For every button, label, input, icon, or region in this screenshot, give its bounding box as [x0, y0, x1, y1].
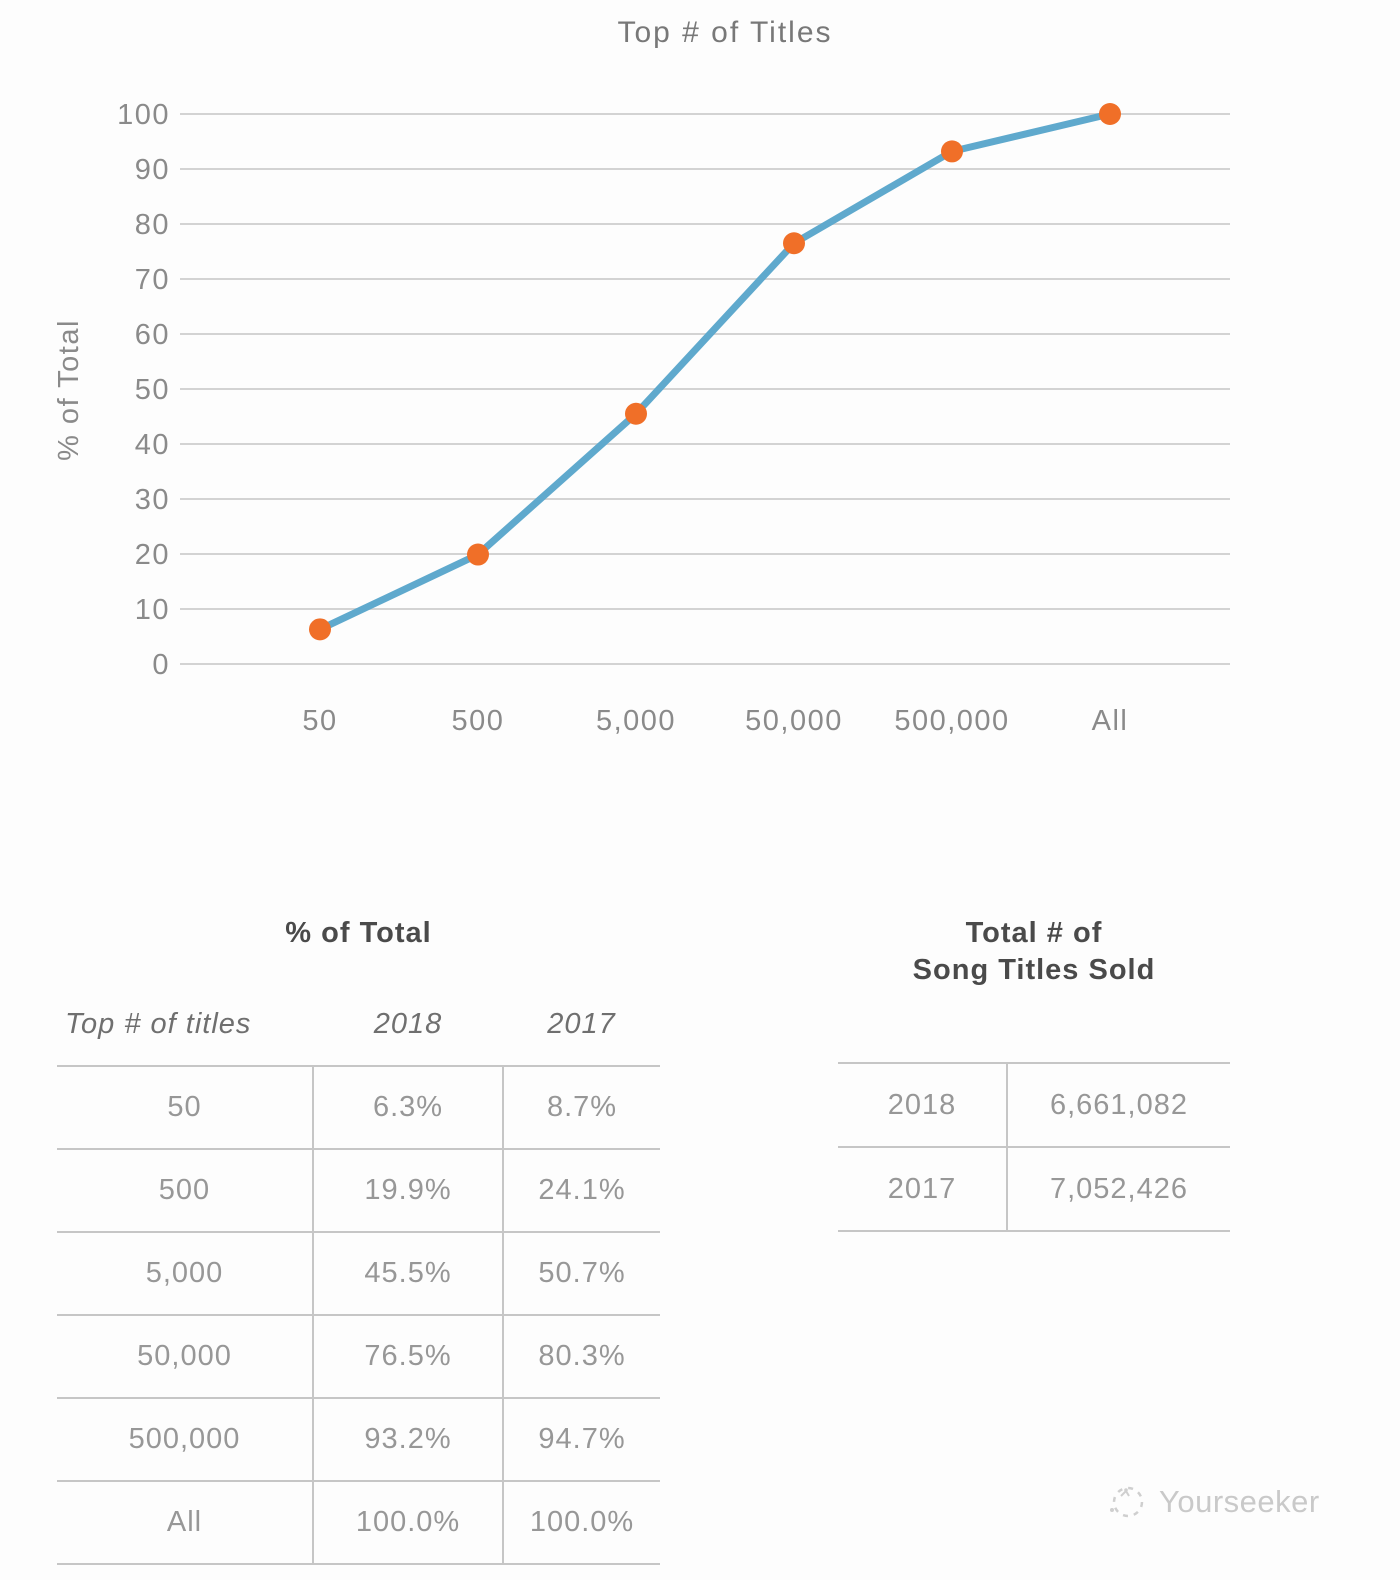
table-row: 50,000 76.5% 80.3%: [57, 1314, 660, 1398]
column-header: 2018: [313, 978, 503, 1067]
yourseeker-logo-icon: [1110, 1486, 1144, 1518]
column-header: Top # of titles: [57, 978, 313, 1067]
table-cell: 500,000: [57, 1397, 314, 1481]
table-cell: 50.7%: [503, 1231, 660, 1315]
y-tick-label: 50: [135, 374, 170, 406]
y-tick-label: 90: [135, 154, 170, 186]
table-cell: 76.5%: [313, 1314, 504, 1398]
percent-table: Top # of titles 2018 2017 50 6.3% 8.7% 500 19.…: [57, 978, 660, 1565]
totals-table-title-line1: Total # of: [965, 917, 1103, 949]
table-cell: All: [57, 1480, 314, 1565]
y-tick-label: 100: [117, 99, 170, 131]
data-point: [309, 618, 331, 641]
data-point: [625, 402, 647, 425]
table-cell: 24.1%: [503, 1148, 660, 1232]
table-cell: 8.7%: [546, 1091, 618, 1123]
x-tick-label: 50: [302, 705, 337, 737]
table-row: 2018 6,661,082: [838, 1062, 1230, 1147]
data-point: [941, 140, 963, 163]
total-sold-cell: 6,661,082: [1007, 1062, 1230, 1147]
table-cell: 93.2%: [313, 1397, 504, 1481]
y-tick-label: 60: [135, 319, 170, 351]
year-cell: 2017: [838, 1146, 1008, 1232]
table-cell: 94.7%: [503, 1397, 660, 1481]
table-cell: 19.9%: [313, 1148, 504, 1232]
totals-table: 2018 6,661,082 2017 7,052,426: [838, 1062, 1230, 1232]
y-tick-label: 80: [135, 209, 170, 241]
table-cell: 500: [57, 1148, 314, 1232]
chart-title: Top # of Titles: [617, 16, 833, 49]
line-chart: 0 10 20 30 40 50 60 70 80 90 100 % of Total 50 500 5,0…: [53, 99, 1230, 737]
percent-of-total-table-section: % of Total Top # of titles 2018 2017 50 6.3…: [57, 915, 660, 1565]
table-cell: 100.0%: [503, 1480, 660, 1565]
x-tick-label: All: [1092, 705, 1129, 737]
totals-table-title: Total # of Song Titles Sold: [838, 915, 1230, 989]
watermark-text: Yourseeker: [1159, 1484, 1320, 1519]
y-tick-label: 20: [135, 539, 170, 571]
table-cell: 50,000: [57, 1314, 314, 1398]
data-line: [316, 110, 1114, 633]
data-point: [783, 232, 805, 255]
table-header-row: Top # of titles 2018 2017: [57, 978, 660, 1067]
year-cell: 2018: [838, 1062, 1008, 1147]
y-tick-label: 10: [135, 594, 170, 626]
table-row: 50 6.3% 8.7%: [57, 1066, 660, 1149]
table-row: 500,000 93.2% 94.7%: [57, 1397, 660, 1481]
y-tick-label: 40: [135, 429, 170, 461]
percent-table-header: Top # of titles 2018 2017: [57, 978, 660, 1067]
watermark: Yourseeker: [1105, 1480, 1320, 1524]
table-cell: 5,000: [57, 1231, 314, 1315]
table-row: 2017 7,052,426: [838, 1146, 1230, 1232]
x-tick-label: 5,000: [596, 705, 676, 737]
totals-table-section: Total # of Song Titles Sold 2018 6,661,08…: [838, 915, 1230, 1232]
y-tick-label: 70: [135, 264, 170, 296]
column-header: 2017: [503, 978, 660, 1067]
table-row: All 100.0% 100.0%: [57, 1480, 660, 1565]
table-row: 5,000 45.5% 50.7%: [57, 1231, 660, 1315]
y-axis-title: % of Total: [53, 319, 85, 461]
table-cell: 45.5%: [313, 1231, 504, 1315]
total-sold-cell: 7,052,426: [1007, 1146, 1230, 1232]
table-cell: 6.3%: [313, 1066, 504, 1149]
totals-table-body: 2018 6,661,082 2017 7,052,426: [838, 1062, 1230, 1232]
x-tick-label: 50,000: [745, 705, 843, 737]
table-row: 500 19.9% 24.1%: [57, 1148, 660, 1232]
totals-table-title-line2: Song Titles Sold: [912, 954, 1156, 986]
data-point: [467, 543, 489, 566]
x-tick-label: 500: [452, 705, 505, 737]
x-tick-label: 500,000: [894, 705, 1009, 737]
table-cell: 50: [57, 1066, 314, 1149]
data-point: [1099, 103, 1121, 125]
table-cell: 80.3%: [503, 1314, 660, 1398]
y-tick-label: 0: [152, 649, 170, 681]
y-tick-label: 30: [135, 484, 170, 516]
percent-table-title: % of Total: [285, 917, 432, 949]
table-cell: 100.0%: [313, 1480, 504, 1565]
percent-table-body: 50 6.3% 8.7% 500 19.9% 24.1% 5,000 45.5% 50.7% 50…: [57, 1066, 660, 1565]
